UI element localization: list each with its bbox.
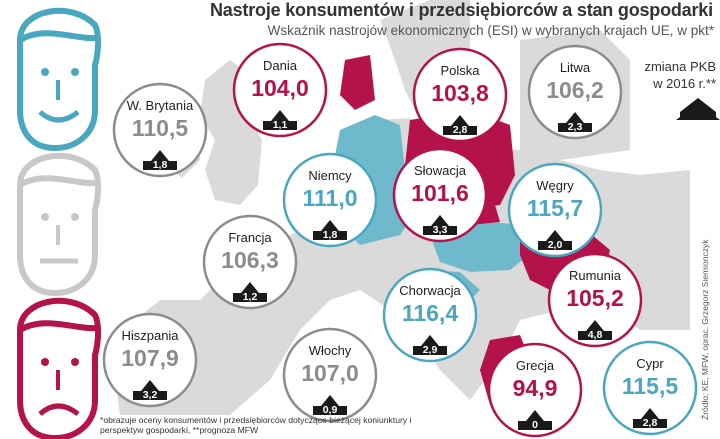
esi-value: 105,2	[566, 285, 624, 311]
esi-value: 104,0	[251, 75, 309, 101]
gdp-arrow-icon	[518, 410, 552, 430]
gdp-value: 2,9	[423, 344, 438, 356]
bubble-węgry: Węgry 115,7 2,0	[507, 162, 603, 258]
chart-title: Nastroje konsumentów i przedsiębiorców a…	[210, 0, 713, 20]
country-bubbles: Dania 104,0 1,1 Polska 103,8 2,8 Litwa 106,2 2,3…	[102, 42, 698, 438]
country-label: W. Brytania	[127, 98, 194, 113]
bubble-hiszpania: Hiszpania 107,9 3,2	[102, 312, 198, 408]
country-label: Słowacja	[414, 163, 467, 178]
gdp-value: 1,8	[323, 229, 338, 241]
gdp-value: 2,0	[548, 239, 563, 251]
bubble-grecja: Grecja 94,9 0	[487, 342, 583, 438]
bubble-rumunia: Rumunia 105,2 4,8	[547, 252, 643, 348]
bubble-circle	[507, 162, 603, 258]
bubble-circle	[487, 342, 583, 438]
esi-value: 94,9	[513, 375, 558, 401]
bubble-francja: Francja 106,3 1,2	[202, 214, 298, 310]
country-label: Dania	[263, 58, 298, 73]
gdp-arrow-icon	[413, 335, 447, 355]
footnote: *obrazuje oceny konsumentów i przedsiębi…	[100, 415, 412, 435]
gdp-value: 3,3	[433, 224, 448, 236]
gdp-arrow-icon	[558, 112, 592, 132]
faces-legend	[17, 7, 101, 439]
gdp-arrow-icon	[538, 230, 572, 250]
gdp-arrow-icon	[633, 408, 667, 428]
esi-value: 107,9	[121, 345, 179, 371]
gdp-arrow-icon	[578, 320, 612, 340]
country-label: Litwa	[560, 60, 591, 75]
bubble-w-brytania: W. Brytania 110,5 1,8	[112, 82, 208, 178]
bubble-circle	[112, 82, 208, 178]
gdp-arrow-icon	[313, 395, 347, 415]
gdp-arrow-icon	[233, 282, 267, 302]
happy-face-icon	[17, 7, 101, 152]
sad-face-icon	[17, 297, 101, 439]
esi-value: 116,4	[402, 300, 458, 326]
bubble-circle	[527, 44, 623, 140]
country-label: Polska	[440, 63, 480, 78]
country-label: Niemcy	[308, 168, 352, 183]
bubble-circle	[412, 47, 508, 143]
country-label: Grecja	[516, 358, 555, 373]
esi-value: 107,0	[301, 360, 359, 386]
esi-value: 115,7	[527, 195, 583, 221]
bubble-włochy: Włochy 107,0 0,9	[282, 327, 378, 423]
neutral-face-icon	[17, 152, 101, 297]
country-label: Włochy	[309, 343, 352, 358]
bubble-chorwacja: Chorwacja 116,4 2,9	[382, 267, 478, 363]
country-label: Chorwacja	[399, 283, 461, 298]
bubble-cypr: Cypr 115,5 2,8	[602, 340, 698, 436]
gdp-value: 2,8	[643, 417, 658, 429]
bubble-polska: Polska 103,8 2,8	[412, 47, 508, 143]
gdp-legend-label: zmiana PKB w 2016 r.**	[644, 59, 716, 91]
gdp-arrow-icon	[423, 215, 457, 235]
gdp-value: 1,1	[273, 119, 288, 131]
bubble-litwa: Litwa 106,2 2,3	[527, 44, 623, 140]
bubble-circle	[547, 252, 643, 348]
country-label: Francja	[228, 230, 272, 245]
gdp-value: 0,9	[323, 404, 338, 416]
bubble-słowacja: Słowacja 101,6 3,3	[392, 147, 488, 243]
bubble-dania: Dania 104,0 1,1	[232, 42, 328, 138]
gdp-value: 2,3	[568, 121, 583, 133]
bubble-circle	[382, 267, 478, 363]
gdp-arrow-icon	[263, 110, 297, 130]
bubble-circle	[282, 327, 378, 423]
country-label: Węgry	[536, 178, 574, 193]
gdp-arrow-icon	[143, 150, 177, 170]
gdp-arrow-icon	[133, 380, 167, 400]
gdp-value: 1,2	[243, 291, 258, 303]
bubble-circle	[202, 214, 298, 310]
bubble-circle	[282, 152, 378, 248]
bubble-circle	[102, 312, 198, 408]
gdp-value: 2,8	[453, 124, 468, 136]
bubble-circle	[602, 340, 698, 436]
esi-value: 101,6	[411, 180, 469, 206]
gdp-arrow-legend-icon	[676, 98, 720, 120]
bubble-circle	[232, 42, 328, 138]
gdp-value: 4,8	[588, 329, 603, 341]
map-denmark	[340, 55, 375, 110]
country-label: Cypr	[636, 356, 664, 371]
esi-value: 106,3	[221, 247, 279, 273]
esi-value: 115,5	[622, 373, 678, 399]
source-note: Źródło: KE, MFW, oprac. Grzegorz Siemion…	[700, 239, 710, 420]
esi-value: 110,5	[132, 115, 188, 141]
gdp-arrow-icon	[313, 220, 347, 240]
bubble-niemcy: Niemcy 111,0 1,8	[282, 152, 378, 248]
country-label: Rumunia	[569, 268, 622, 283]
gdp-value: 1,8	[153, 159, 168, 171]
esi-value: 111,0	[302, 185, 357, 211]
gdp-value: 0	[532, 419, 538, 431]
gdp-value: 3,2	[143, 389, 158, 401]
map-land-scandinavia	[380, 0, 470, 120]
bubble-circle	[392, 147, 488, 243]
esi-value: 106,2	[546, 77, 604, 103]
gdp-arrow-icon	[443, 115, 477, 135]
esi-value: 103,8	[431, 80, 489, 106]
country-label: Hiszpania	[121, 328, 179, 343]
chart-subtitle: Wskaźnik nastrojów ekonomicznych (ESI) w…	[267, 23, 714, 38]
